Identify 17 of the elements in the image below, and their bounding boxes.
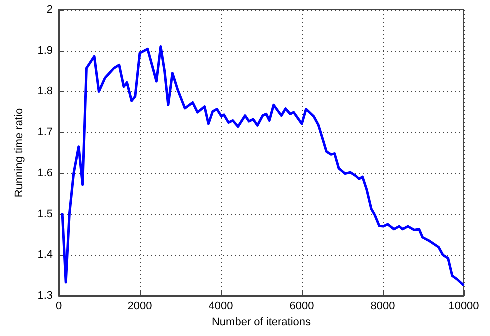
- x-tick-label: 4000: [208, 300, 234, 312]
- x-tick-label: 8000: [370, 300, 396, 312]
- y-tick-label: 1.7: [38, 126, 53, 139]
- y-tick-label: 1.6: [38, 167, 53, 180]
- line-series: [61, 46, 465, 286]
- y-tick-label: 1.8: [38, 86, 53, 98]
- y-tick-label: 1.4: [38, 249, 53, 262]
- x-tick-label: 0: [56, 300, 62, 312]
- y-axis-title: Running time ratio: [14, 108, 26, 198]
- x-tick-label: 10000: [448, 300, 480, 312]
- y-tick-label: 1.5: [38, 208, 53, 220]
- y-tick-label: 1.9: [38, 44, 53, 57]
- y-tick-label: 2: [46, 4, 53, 16]
- x-tick-label: 6000: [290, 300, 314, 312]
- x-tick-label: 2000: [128, 300, 152, 312]
- x-axis-title: Number of iterations: [212, 316, 312, 328]
- y-tick-label: 1.3: [38, 290, 53, 302]
